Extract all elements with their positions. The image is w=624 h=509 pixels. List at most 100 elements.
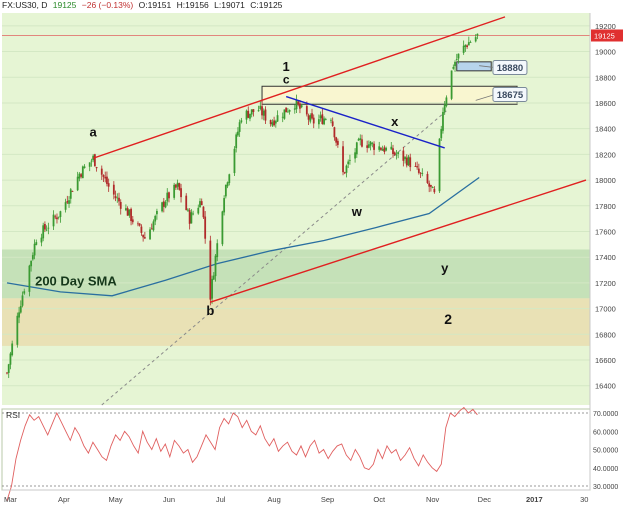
candle-body [224,184,227,197]
symbol-name: FX:US30, D [2,0,48,10]
candle-body [21,295,24,306]
annotation-label: x [391,114,399,129]
candle-body [426,173,429,183]
candle-body [331,121,334,126]
candle-body [69,189,72,199]
candle-body [80,174,82,177]
candle-body [71,191,74,192]
callout-value: 18675 [497,90,524,101]
candle-body [361,139,363,147]
candle-body [76,176,79,191]
candle-body [336,140,339,145]
price-tick-label: 16800 [595,330,616,339]
candle-body [137,223,139,225]
candle-body [47,227,50,229]
candle-body [30,260,33,267]
candle-body [212,275,215,280]
candle-body [107,183,110,187]
annotation-label: a [90,124,98,139]
candle-body [269,120,272,125]
price-change: −26 (−0.13%) [81,0,134,10]
candle-body [11,343,14,356]
candle-body [404,157,406,160]
candle-body [214,255,217,277]
candle-body [42,225,45,239]
candle-body [114,196,117,198]
price-tick-label: 17800 [595,202,616,211]
candle-body [166,192,169,202]
candle-body [392,148,394,155]
candle-body [6,372,8,374]
annotation-label: 2 [444,311,452,327]
price-tick-label: 18200 [595,150,616,159]
rsi-indicator-label[interactable]: RSI [6,410,21,420]
candle-body [162,201,165,207]
annotation-label: w [351,204,363,219]
candle-body [417,168,420,173]
candle-body [395,154,398,156]
candle-body [202,206,205,218]
candle-body [209,240,212,300]
candle-body [192,213,195,215]
candle-body [88,162,91,167]
candle-body [354,152,356,159]
candle-body [305,106,308,115]
candle-body [16,315,19,345]
time-tick-label: 30 [580,495,588,504]
candle-body [56,217,58,220]
candle-body [31,255,34,260]
candle-body [142,234,145,238]
candle-body [247,110,250,118]
candle-body [323,118,325,125]
candle-body [66,201,69,203]
time-tick-label: Jul [216,495,226,504]
candle-body [118,197,120,202]
candle-body [173,184,176,198]
price-tick-label: 17000 [595,305,616,314]
time-tick-label: Dec [478,495,492,504]
candle-body [369,141,372,146]
candle-body [128,209,131,216]
candle-body [450,70,453,99]
annotation-label: b [206,303,214,318]
candle-body [330,119,332,121]
rsi-tick-label: 30.0000 [593,484,618,491]
candle-body [9,353,12,365]
candle-body [233,148,236,174]
candle-body [347,161,350,165]
candle-body [154,215,157,222]
candle-body [318,119,320,125]
zone-18880 [456,61,492,72]
candle-body [176,182,179,187]
candle-body [28,265,31,292]
candle-body [397,152,400,154]
candle-body [187,209,189,211]
open-value: O:19151 [138,0,172,10]
candle-body [333,127,336,138]
candle-body [168,192,170,199]
candle-body [393,152,396,155]
candle-body [469,41,472,43]
annotation-label: 200 Day SMA [35,273,117,288]
dashed-trendline [101,109,449,406]
candle-body [402,150,405,161]
candle-body [178,183,181,190]
candle-body [204,216,207,239]
candle-body [93,154,96,167]
rsi-background [1,408,591,491]
candle-body [52,214,55,227]
price-tick-label: 17600 [595,227,616,236]
candle-body [476,33,479,36]
candle-body [274,121,277,124]
candle-body [131,219,134,223]
candle-body [366,145,369,148]
candle-body [378,146,381,150]
price-tick-label: 16400 [595,382,616,391]
time-tick-label: Sep [321,495,334,504]
candle-body [312,117,315,124]
candle-body [249,113,251,119]
candle-body [45,229,48,231]
candle-body [421,173,424,174]
candle-body [355,142,358,155]
